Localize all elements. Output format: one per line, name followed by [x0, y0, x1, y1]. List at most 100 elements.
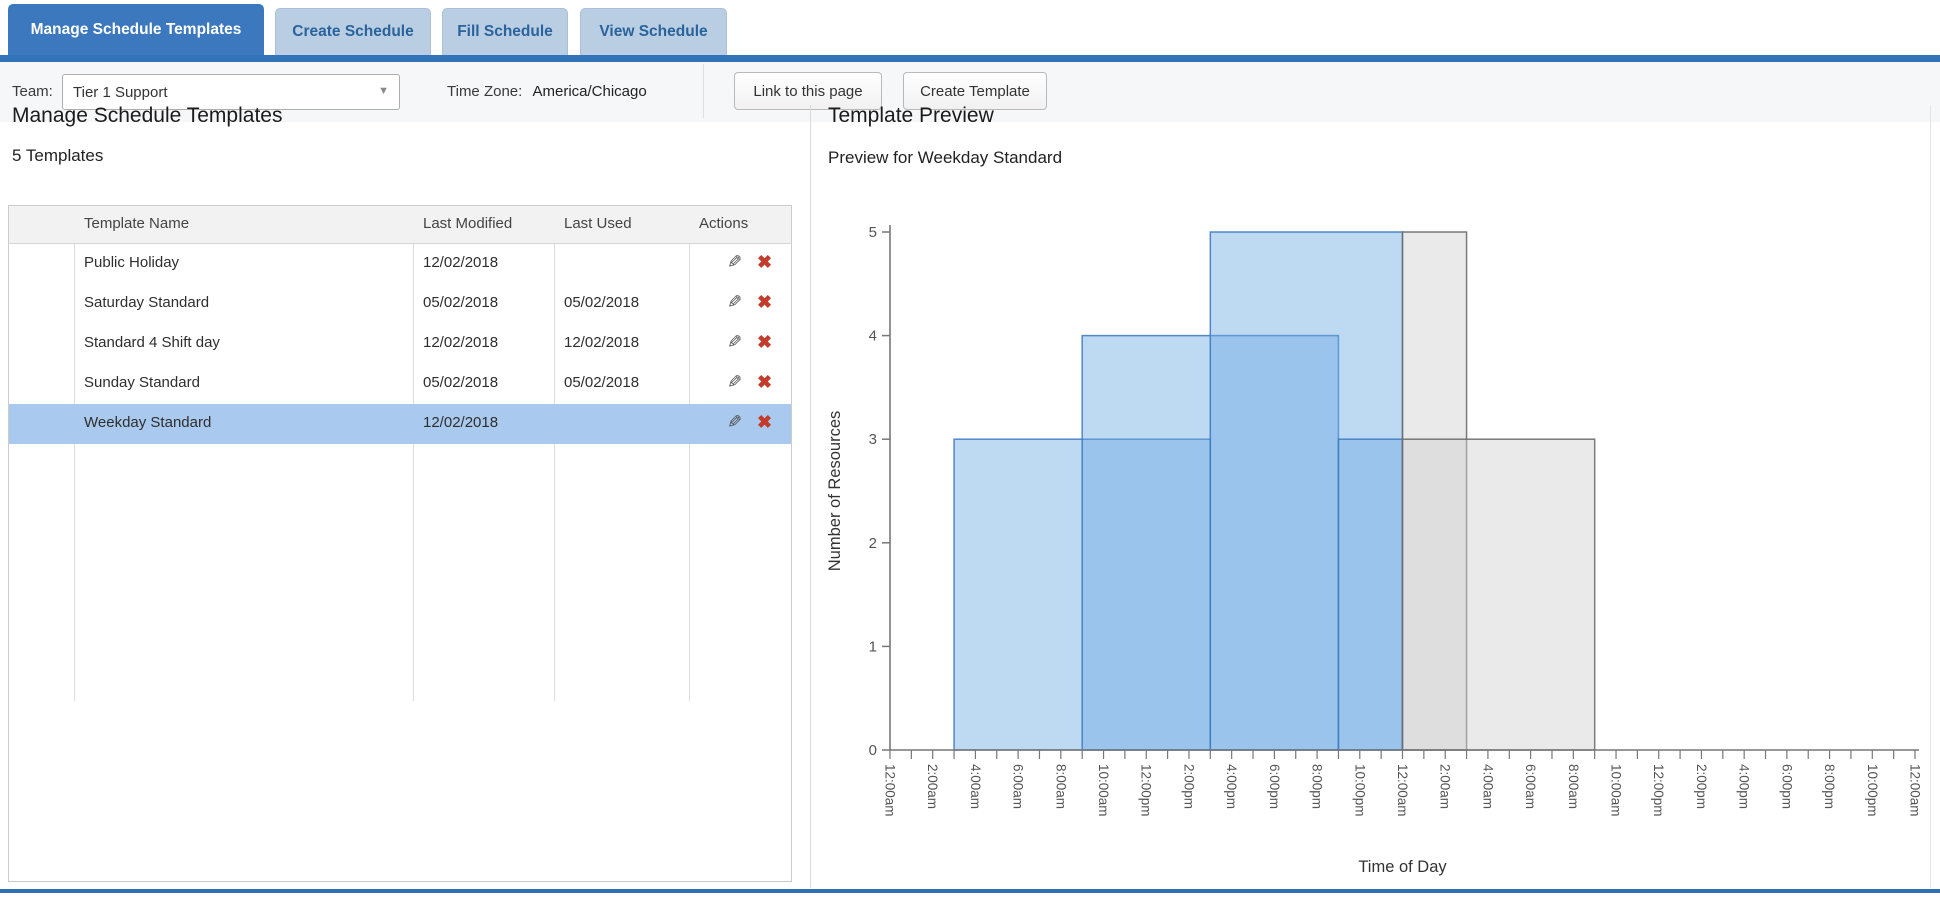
template-count: 5 Templates [12, 146, 104, 165]
right-edge-border [1930, 105, 1931, 888]
edit-icon[interactable]: ✎ [727, 372, 743, 392]
table-row[interactable]: Saturday Standard 05/02/2018 05/02/2018 ✎ ✖ [9, 284, 791, 324]
template-name: Standard 4 Shift day [84, 334, 220, 351]
x-tick-label: 6:00am [1523, 764, 1538, 809]
shift-bar-shift-4 [1337, 438, 1404, 751]
template-name: Sunday Standard [84, 374, 200, 391]
x-tick-label: 8:00am [1566, 764, 1581, 809]
last-used-date: 12/02/2018 [564, 334, 640, 351]
y-tick-label: 3 [869, 431, 877, 448]
x-tick-label: 6:00pm [1267, 764, 1282, 809]
template-preview-chart: 0 1 2 3 4 5 12:00am 2:00am 4:00am 6:00am 8:00am 10:… [812, 100, 1940, 880]
column-divider [74, 206, 75, 701]
tab-create-schedule[interactable]: Create Schedule [275, 8, 431, 55]
column-header-actions: Actions [699, 215, 749, 232]
tab-underline [0, 55, 1940, 62]
edit-icon[interactable]: ✎ [727, 332, 743, 352]
column-divider [413, 206, 414, 701]
x-tick-label: 12:00pm [1139, 764, 1154, 817]
y-tick-label: 5 [869, 224, 877, 241]
chevron-down-icon: ▼ [378, 85, 389, 97]
tab-manage-schedule-templates[interactable]: Manage Schedule Templates [8, 4, 264, 55]
x-tick-label: 2:00am [1438, 764, 1453, 809]
table-body: Public Holiday 12/02/2018 ✎ ✖ Saturday Stand… [9, 244, 791, 444]
x-tick-label: 6:00pm [1779, 764, 1794, 809]
timezone-label: Time Zone: [447, 83, 523, 100]
delete-icon[interactable]: ✖ [757, 252, 773, 272]
link-to-page-button[interactable]: Link to this page [734, 72, 882, 110]
table-row[interactable]: Standard 4 Shift day 12/02/2018 12/02/2018… [9, 324, 791, 364]
timezone-display: Time Zone: America/Chicago [447, 83, 647, 100]
tab-view-schedule[interactable]: View Schedule [580, 8, 727, 55]
y-tick-label: 4 [869, 328, 877, 345]
x-tick-label: 6:00am [1011, 764, 1026, 809]
preview-title: Template Preview [828, 104, 994, 127]
tab-fill-schedule[interactable]: Fill Schedule [442, 8, 568, 55]
delete-icon[interactable]: ✖ [757, 292, 773, 312]
table-row[interactable]: Sunday Standard 05/02/2018 05/02/2018 ✎ ✖ [9, 364, 791, 404]
shift-bar-shift-3-overnight [1401, 231, 1468, 751]
column-divider [554, 206, 555, 701]
y-axis-title: Number of Resources [826, 411, 844, 571]
template-name: Weekday Standard [84, 414, 212, 431]
x-tick-label: 10:00am [1096, 764, 1111, 817]
column-header-last-used: Last Used [564, 215, 632, 232]
x-tick-label: 12:00am [1395, 764, 1410, 817]
y-tick-label: 1 [869, 638, 877, 655]
delete-icon[interactable]: ✖ [757, 412, 773, 432]
x-tick-label: 8:00pm [1822, 764, 1837, 809]
x-tick-label: 12:00pm [1651, 764, 1666, 817]
x-tick-label: 4:00am [1480, 764, 1495, 809]
column-header-last-modified: Last Modified [423, 215, 513, 232]
shift-bar-shift-4-overnight [1401, 438, 1596, 751]
column-header-template-name: Template Name [84, 215, 190, 232]
x-tick-label: 10:00pm [1865, 764, 1880, 817]
timezone-value: America/Chicago [532, 83, 647, 100]
shift-bar-shift-3 [1209, 231, 1404, 751]
edit-icon[interactable]: ✎ [727, 292, 743, 312]
tab-bar: Manage Schedule Templates Create Schedule… [0, 0, 1940, 55]
last-used-date: 05/02/2018 [564, 374, 640, 391]
x-tick-label: 4:00pm [1224, 764, 1239, 809]
panel-divider [810, 105, 811, 888]
create-template-button[interactable]: Create Template [903, 72, 1047, 110]
bottom-accent-line [0, 889, 1940, 893]
team-select-dropdown[interactable]: Tier 1 Support ▼ [62, 74, 400, 110]
column-divider [689, 206, 690, 701]
shift-coverage-chart: 0 1 2 3 4 5 12:00am 2:00am 4:00am 6:00am 8:00am 10:… [826, 224, 1922, 876]
last-modified-date: 05/02/2018 [423, 374, 499, 391]
preview-subtitle: Preview for Weekday Standard [828, 148, 1063, 167]
page-title: Manage Schedule Templates [12, 104, 283, 127]
table-header-row: Template Name Last Modified Last Used Ac… [9, 206, 791, 244]
template-name: Public Holiday [84, 254, 180, 271]
x-tick-label: 4:00am [968, 764, 983, 809]
edit-icon[interactable]: ✎ [727, 252, 743, 272]
delete-icon[interactable]: ✖ [757, 372, 773, 392]
last-used-date: 05/02/2018 [564, 294, 640, 311]
team-select-value: Tier 1 Support [73, 83, 168, 101]
x-tick-label: 4:00pm [1737, 764, 1752, 809]
last-modified-date: 12/02/2018 [423, 254, 499, 271]
x-tick-label: 10:00pm [1352, 764, 1367, 817]
team-label: Team: [12, 83, 53, 100]
x-tick-label: 10:00am [1609, 764, 1624, 817]
toolbar-divider [703, 64, 704, 118]
y-tick-label: 2 [869, 535, 877, 552]
delete-icon[interactable]: ✖ [757, 332, 773, 352]
x-tick-label: 8:00am [1053, 764, 1068, 809]
last-modified-date: 05/02/2018 [423, 294, 499, 311]
table-row[interactable]: Public Holiday 12/02/2018 ✎ ✖ [9, 244, 791, 284]
x-tick-label: 2:00pm [1694, 764, 1709, 809]
x-tick-label: 12:00am [1907, 764, 1922, 817]
template-name: Saturday Standard [84, 294, 210, 311]
x-tick-label: 2:00pm [1181, 764, 1196, 809]
templates-grid-panel: Template Name Last Modified Last Used Ac… [8, 205, 792, 882]
edit-icon[interactable]: ✎ [727, 412, 743, 432]
x-tick-label: 8:00pm [1310, 764, 1325, 809]
table-row[interactable]: Weekday Standard 12/02/2018 ✎ ✖ [9, 404, 791, 444]
last-modified-date: 12/02/2018 [423, 334, 499, 351]
x-tick-label: 2:00am [925, 764, 940, 809]
x-axis-title: Time of Day [1358, 858, 1447, 876]
last-modified-date: 12/02/2018 [423, 414, 499, 431]
